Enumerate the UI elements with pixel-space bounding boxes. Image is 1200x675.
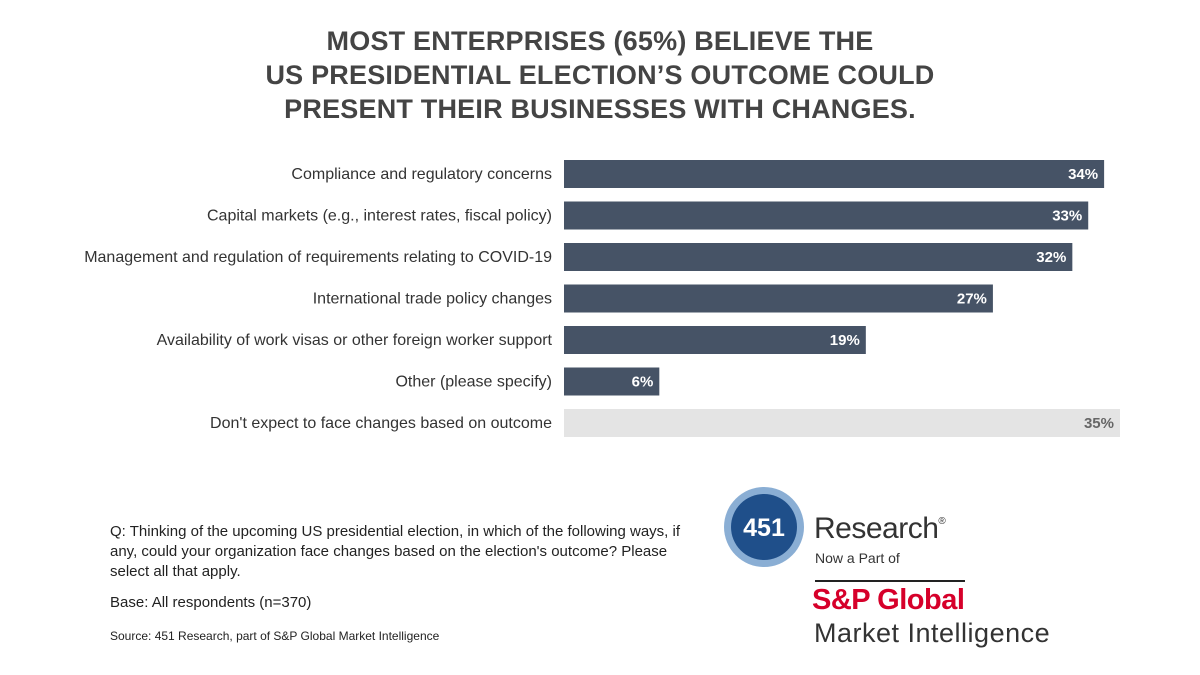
value-label: 19%: [830, 332, 860, 349]
research-wordmark: Research®: [814, 512, 946, 546]
trademark-mark: ®: [938, 516, 946, 527]
value-label: 34%: [1068, 166, 1098, 183]
category-label: International trade policy changes: [313, 291, 552, 308]
value-label: 27%: [957, 291, 987, 308]
title-line-3: PRESENT THEIR BUSINESSES WITH CHANGES.: [284, 94, 916, 124]
bar: [564, 243, 1073, 271]
category-label: Don't expect to face changes based on ou…: [210, 415, 552, 432]
value-label: 35%: [1084, 415, 1114, 432]
bar: [564, 160, 1105, 188]
value-label: 32%: [1036, 249, 1066, 266]
category-label: Management and regulation of requirement…: [84, 249, 552, 266]
bar: [564, 367, 660, 396]
brand-divider: [815, 580, 965, 582]
survey-base: Base: All respondents (n=370): [110, 594, 312, 611]
bar: [564, 201, 1089, 230]
category-label: Other (please specify): [395, 374, 552, 391]
now-part-of: Now a Part of: [815, 550, 900, 566]
title-line-1: MOST ENTERPRISES (65%) BELIEVE THE: [326, 26, 874, 56]
bar: [564, 284, 993, 313]
sp-global-wordmark: S&P Global: [812, 584, 965, 616]
bar: [564, 326, 866, 354]
research-text: Research: [814, 512, 939, 545]
category-label: Availability of work visas or other fore…: [157, 332, 553, 349]
category-label: Compliance and regulatory concerns: [291, 166, 552, 183]
value-label: 6%: [632, 374, 654, 391]
bar: [564, 409, 1120, 437]
value-label: 33%: [1052, 208, 1082, 225]
market-intelligence-wordmark: Market Intelligence: [814, 618, 1051, 648]
source-note: Source: 451 Research, part of S&P Global…: [110, 629, 440, 643]
title-line-2: US PRESIDENTIAL ELECTION’S OUTCOME COULD: [265, 60, 935, 90]
chart-title: MOST ENTERPRISES (65%) BELIEVE THE US PR…: [0, 24, 1200, 126]
logo-number: 451: [743, 514, 785, 542]
survey-question: Q: Thinking of the upcoming US president…: [110, 523, 681, 580]
451-logo-icon: 451: [724, 487, 804, 567]
category-label: Capital markets (e.g., interest rates, f…: [207, 208, 552, 225]
